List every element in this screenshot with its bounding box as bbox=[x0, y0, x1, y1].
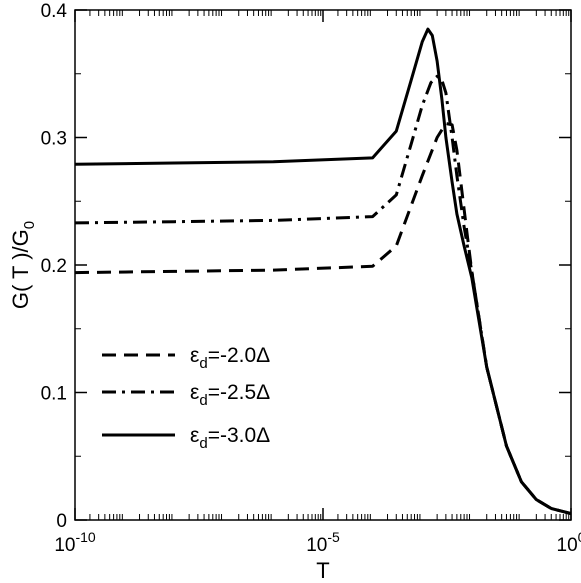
series-line-dashdot bbox=[74, 74, 572, 516]
legend-label-value: =-2.0Δ bbox=[208, 344, 270, 367]
legend-label-value: =-3.0Δ bbox=[208, 424, 270, 447]
y-axis-label: G( T )/G0 bbox=[8, 221, 38, 309]
legend-label: εd=-2.5Δ bbox=[190, 381, 270, 409]
y-tick-label: 0.4 bbox=[41, 1, 68, 22]
legend-label: εd=-3.0Δ bbox=[190, 424, 270, 452]
y-axis-label-main: G( T )/G bbox=[8, 229, 33, 309]
y-tick-label: 0 bbox=[56, 511, 67, 532]
series-line-solid bbox=[74, 27, 572, 516]
x-tick-label-base: 10 bbox=[306, 535, 327, 556]
x-tick-label-base: 10 bbox=[557, 535, 578, 556]
x-tick-label-exponent: 0 bbox=[578, 529, 581, 545]
series-line-dashed bbox=[74, 122, 572, 516]
legend-label-subscript: d bbox=[199, 435, 207, 452]
y-tick-label: 0.1 bbox=[41, 384, 67, 405]
x-axis-label: T bbox=[316, 558, 329, 583]
legend-label: εd=-2.0Δ bbox=[190, 344, 270, 372]
legend-label-subscript: d bbox=[199, 392, 207, 409]
y-axis-label-subscript: 0 bbox=[21, 221, 38, 229]
series-lines bbox=[74, 27, 572, 516]
x-tick-label: 10-10 bbox=[54, 529, 96, 556]
legend-label-symbol: ε bbox=[190, 344, 199, 367]
legend-label-symbol: ε bbox=[190, 424, 199, 447]
plot-frame bbox=[74, 9, 572, 521]
x-tick-label-exponent: -5 bbox=[327, 529, 340, 545]
legend-label-symbol: ε bbox=[190, 381, 199, 404]
major-ticks bbox=[74, 9, 572, 521]
x-tick-label: 100 bbox=[557, 529, 581, 556]
x-tick-label: 10-5 bbox=[306, 529, 340, 556]
y-tick-label: 0.3 bbox=[41, 129, 67, 150]
legend-label-value: =-2.5Δ bbox=[208, 381, 270, 404]
x-tick-label-exponent: -10 bbox=[75, 529, 95, 545]
x-tick-label-base: 10 bbox=[54, 535, 75, 556]
minor-ticks bbox=[75, 10, 571, 520]
legend-label-subscript: d bbox=[199, 355, 207, 372]
y-tick-label: 0.2 bbox=[41, 256, 67, 277]
